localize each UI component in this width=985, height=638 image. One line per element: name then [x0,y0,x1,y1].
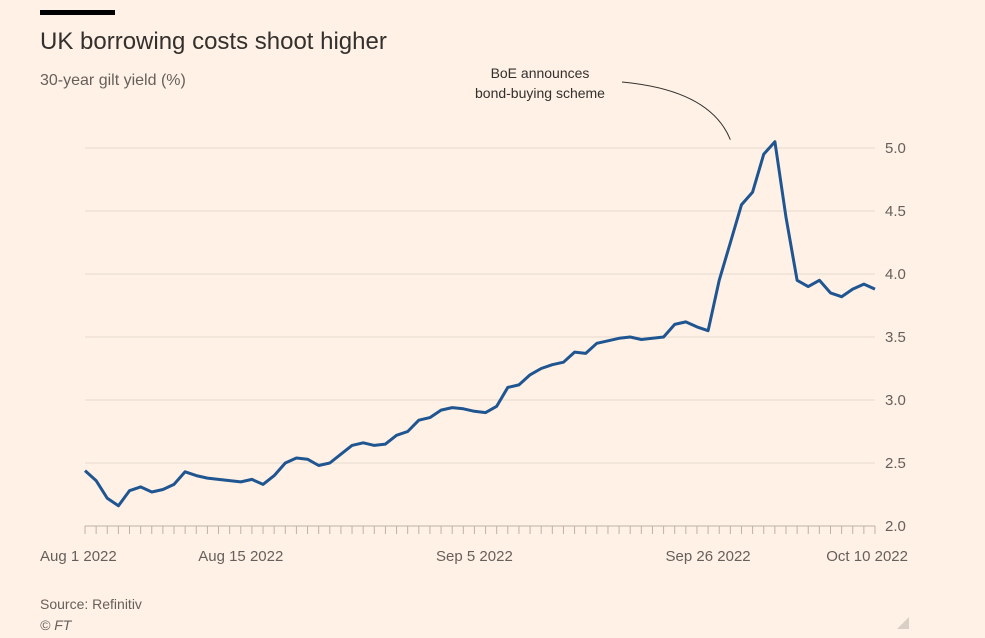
copyright-note: © FT [40,617,72,633]
x-tick-label: Oct 10 2022 [826,548,908,565]
x-tick-label: Sep 5 2022 [436,548,513,565]
x-tick-label: Aug 15 2022 [198,548,283,565]
chart-subtitle: 30-year gilt yield (%) [40,72,186,89]
grid-lines [85,147,875,527]
annotation-connector [621,81,731,140]
series-line [83,140,876,508]
x-tick-label: Aug 1 2022 [40,548,117,565]
chart-title: UK borrowing costs shoot higher [40,28,387,55]
y-tick-label: 4.5 [885,203,906,220]
source-note: Source: Refinitiv [40,596,142,612]
y-tick-label: 4.0 [885,266,906,283]
resize-handle-icon[interactable] [897,617,909,629]
y-tick-label: 2.0 [885,518,906,535]
brand-bar [40,10,115,15]
y-tick-label: 3.0 [885,392,906,409]
y-tick-label: 2.5 [885,455,906,472]
annotation-label: bond-buying scheme [475,85,605,101]
tick-labels: 2.0 2.5 3.0 3.5 4.0 4.5 5.0 Aug 1 2022 Aug 15 20… [40,140,908,565]
y-tick-label: 5.0 [885,140,906,157]
x-tick-label: Sep 26 2022 [666,548,751,565]
x-axis-ticks [84,526,876,534]
y-tick-label: 3.5 [885,329,906,346]
annotation: BoE announces bond-buying scheme [475,65,731,140]
series-layer [83,140,876,508]
annotation-label: BoE announces [491,65,590,81]
